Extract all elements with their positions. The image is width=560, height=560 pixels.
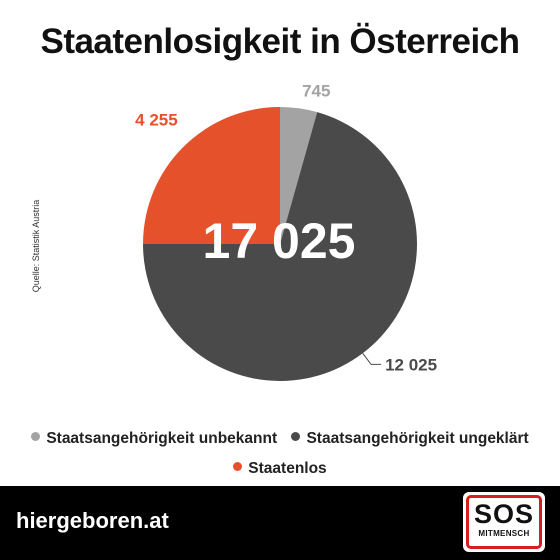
- total-label: 17 025: [203, 213, 356, 269]
- logo-subtext: MITMENSCH: [478, 529, 530, 538]
- slice-value-label-ungeklaert: 12 025: [385, 355, 437, 374]
- legend-item-unbekannt: Staatsangehörigkeit unbekannt: [31, 430, 277, 448]
- legend-label: Staatenlos: [248, 460, 327, 477]
- pie-slice-ungeklaert: [142, 112, 417, 382]
- legend: Staatsangehörigkeit unbekannt Staatsange…: [0, 430, 560, 448]
- pie-slice-staatenlos: [143, 107, 280, 244]
- legend-dot-icon: [233, 462, 243, 471]
- footer-url-link[interactable]: hiergeboren.at: [16, 508, 169, 533]
- chart-title: Staatenlosigkeit in Österreich: [40, 22, 520, 61]
- logo-frame: SOS MITMENSCH: [466, 495, 542, 549]
- slice-value-label-unbekannt: 745: [302, 81, 330, 100]
- leader-line: [362, 352, 382, 365]
- sos-mitmensch-logo[interactable]: SOS MITMENSCH: [463, 492, 545, 552]
- logo-text: SOS: [473, 499, 535, 529]
- legend-row-2: Staatenlos: [0, 460, 560, 478]
- pie-chart: 745 12 025 4 255 17 025: [135, 81, 437, 382]
- legend-label: Staatsangehörigkeit ungeklärt: [306, 430, 529, 447]
- legend-label: Staatsangehörigkeit unbekannt: [46, 430, 278, 447]
- footer-bar: hiergeboren.at SOS MITMENSCH: [0, 486, 560, 560]
- pie-slice-unbekannt: [280, 107, 318, 244]
- slice-value-label-staatenlos: 4 255: [135, 111, 178, 130]
- legend-item-ungeklaert: Staatsangehörigkeit ungeklärt: [291, 430, 529, 448]
- legend-dot-icon: [291, 432, 301, 441]
- legend-item-staatenlos: Staatenlos: [233, 460, 327, 478]
- legend-dot-icon: [31, 432, 41, 441]
